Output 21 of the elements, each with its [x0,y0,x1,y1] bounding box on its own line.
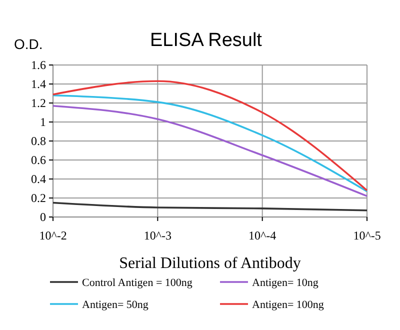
legend-label: Antigen= 10ng [252,277,319,289]
y-tick-label: 1 [40,114,46,129]
y-tick-label: 0.8 [31,134,46,148]
x-axis-title: Serial Dilutions of Antibody [119,255,301,272]
x-tick-label: 10^-5 [353,228,381,243]
x-tick-label: 10^-4 [248,228,276,243]
x-tick-label: 10^-2 [39,228,67,243]
legend-label: Antigen= 50ng [82,299,149,311]
y-tick-label: 0 [40,210,46,224]
y-tick-label: 1.4 [31,76,46,91]
line-series [52,202,368,212]
y-tick-label: 0.2 [31,190,46,205]
y-tick-label: 0.4 [31,172,46,186]
y-axis-title: O.D. [14,36,43,52]
legend-label: Antigen= 100ng [252,299,324,311]
y-tick-label: 1.6 [31,58,46,72]
legend-label: Control Antigen = 100ng [82,277,193,289]
x-tick-label: 10^-3 [144,228,172,243]
y-tick-label: 0.6 [31,152,46,167]
chart-title: ELISA Result [150,30,263,51]
y-tick-label: 1.2 [31,96,46,110]
